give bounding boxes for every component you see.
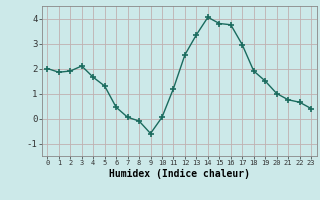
X-axis label: Humidex (Indice chaleur): Humidex (Indice chaleur) [109, 169, 250, 179]
